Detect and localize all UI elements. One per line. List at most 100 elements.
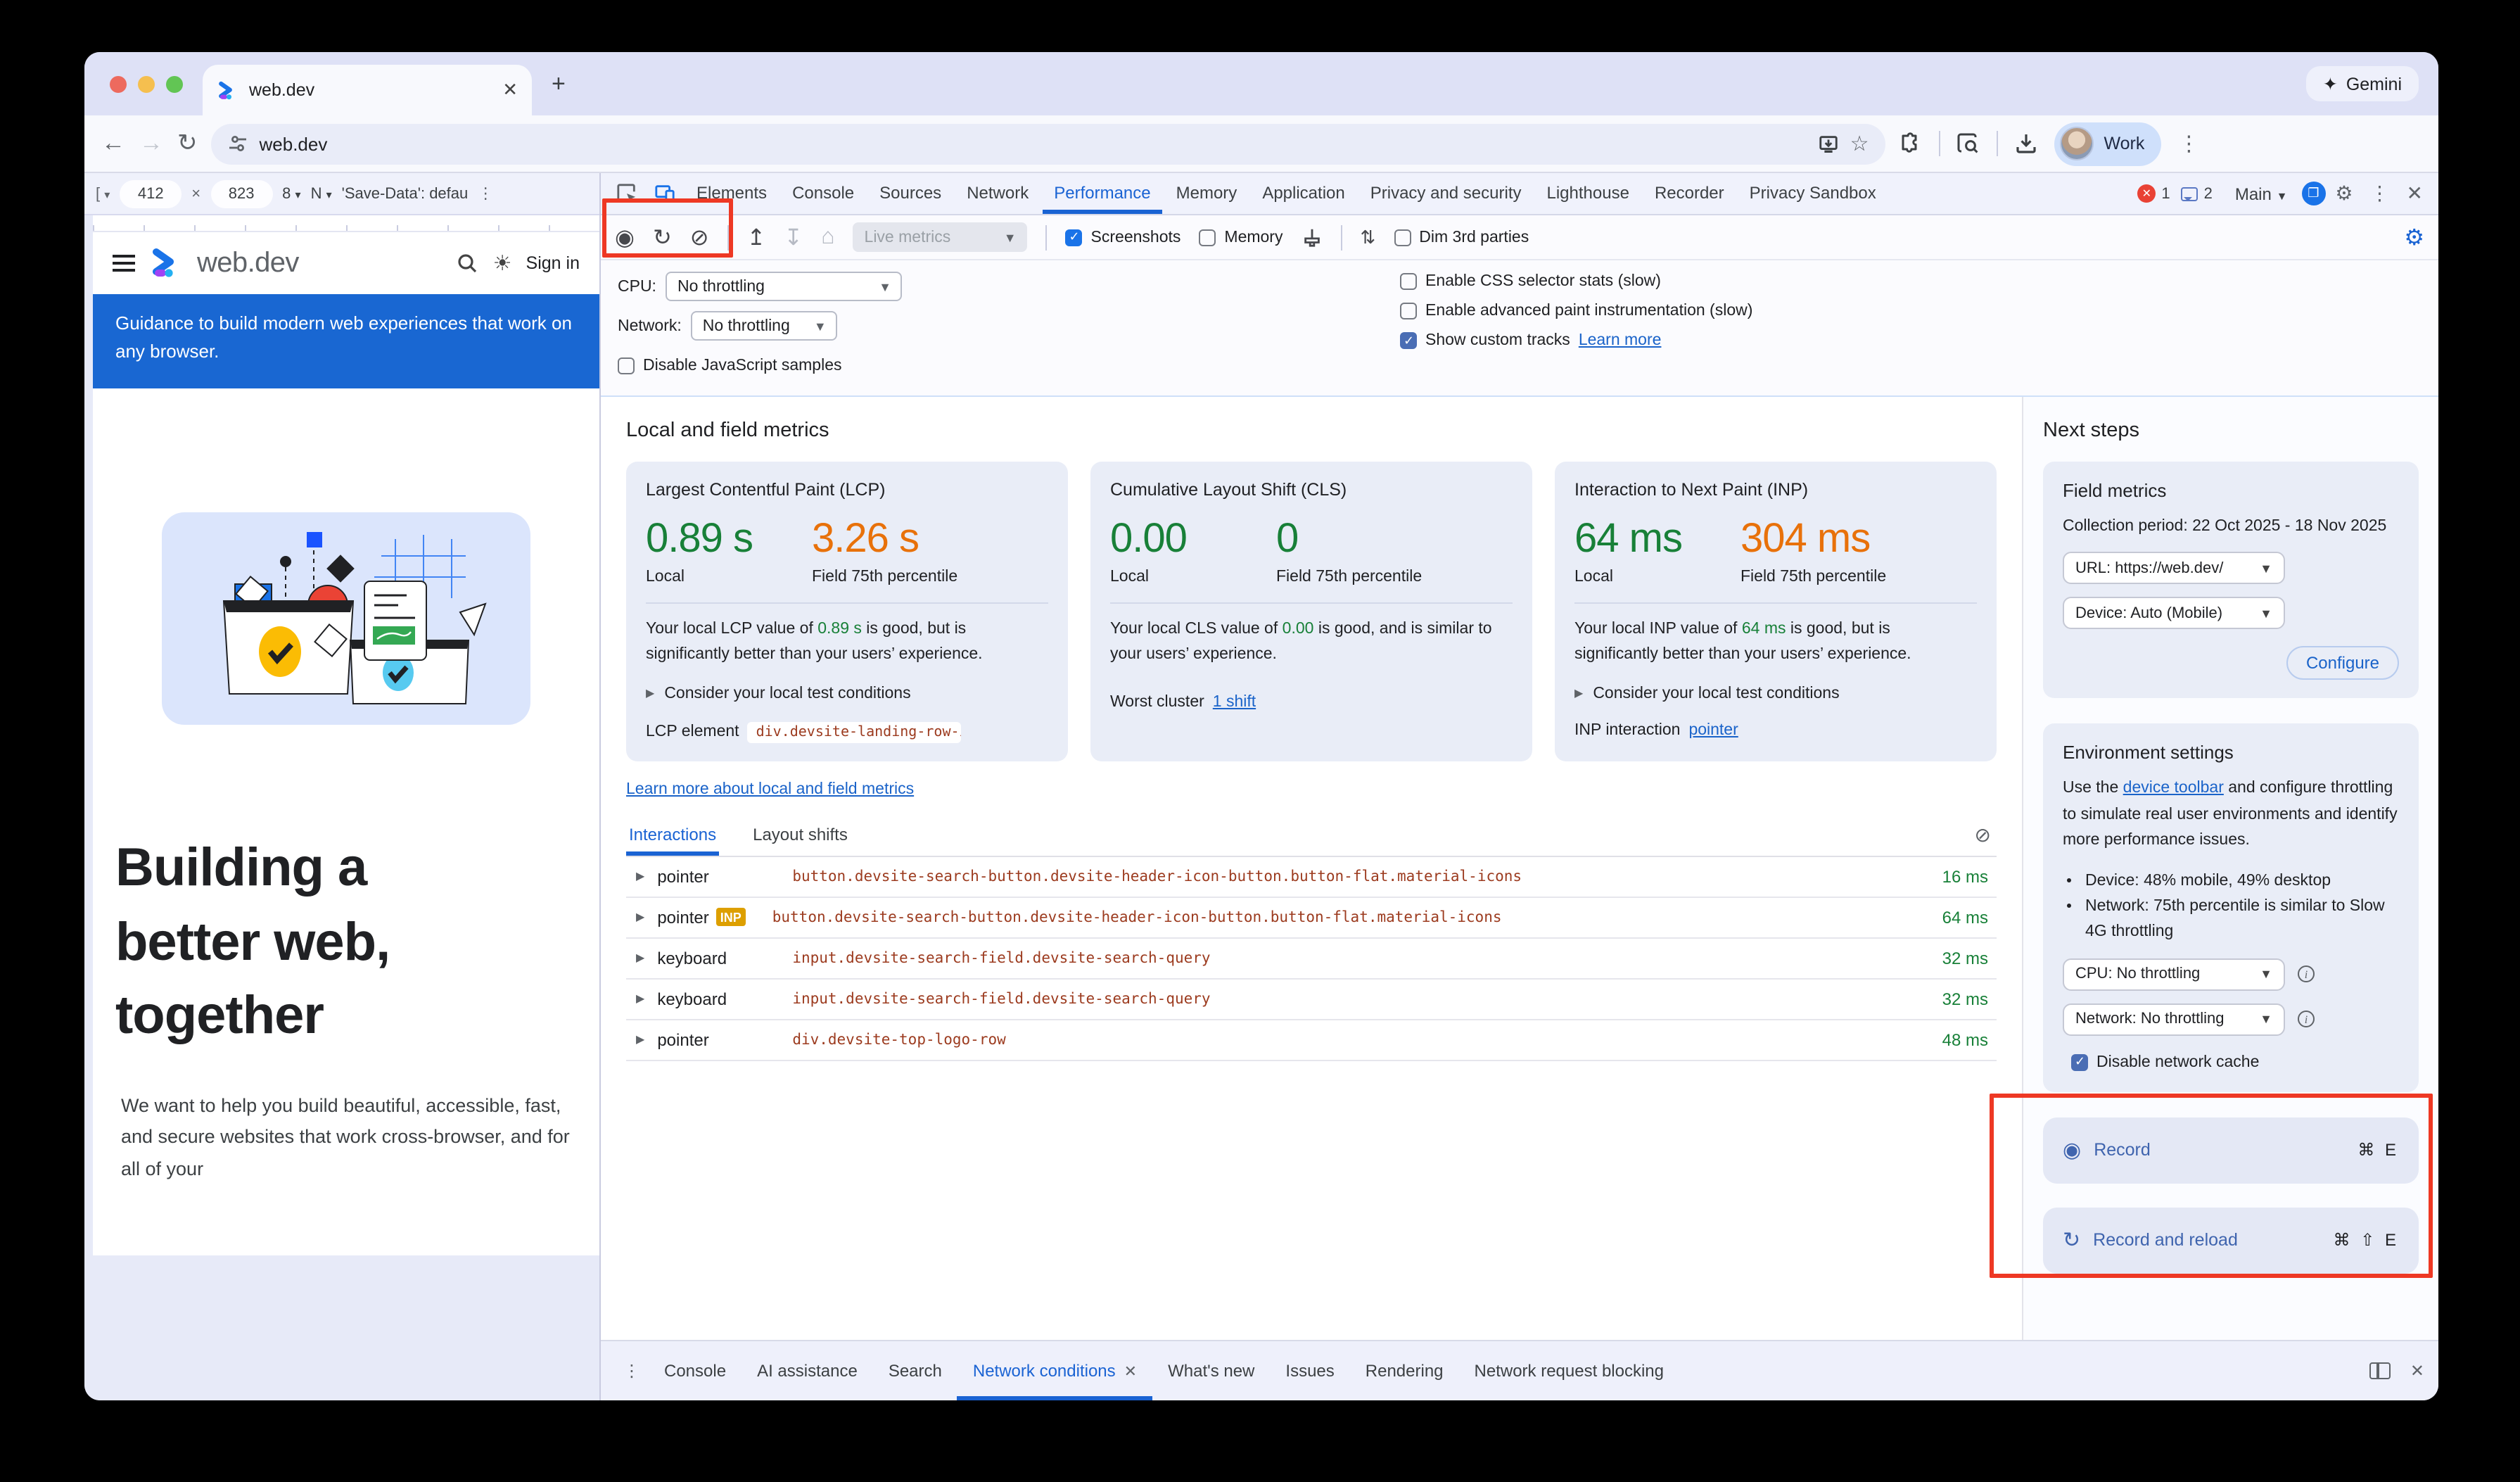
live-metrics-select[interactable]: Live metrics ▼ [853,222,1028,252]
dock-panel-icon[interactable] [2369,1362,2391,1379]
record-and-reload-button[interactable]: ↻ Record and reload ⌘ ⇧ E [2043,1207,2419,1274]
network-info-icon[interactable]: i [2298,1011,2315,1028]
load-profile-icon[interactable]: ↥ [746,226,766,250]
sign-in-link[interactable]: Sign in [526,253,580,273]
device-type-select[interactable]: [ ▾ [96,185,110,202]
devtools-tab-privacy-security[interactable]: Privacy and security [1370,183,1522,203]
minimize-window-button[interactable] [138,75,155,92]
viewport-width-input[interactable] [120,179,182,208]
lcp-consider-expander[interactable]: ▶ Consider your local test conditions [646,685,911,702]
interaction-row[interactable]: ▶ pointer INP button.devsite-search-butt… [626,897,1997,939]
devtools-close-icon[interactable]: ✕ [2406,182,2423,204]
install-page-icon[interactable] [1818,133,1839,154]
close-drawer-tab-icon[interactable]: ✕ [1124,1364,1138,1381]
record-reload-icon[interactable]: ↻ [652,226,672,250]
interaction-row[interactable]: ▶ pointer div.devsite-top-logo-row 48 ms [626,1020,1997,1061]
interaction-row[interactable]: ▶ keyboard input.devsite-search-field.de… [626,979,1997,1020]
profile-chip[interactable]: Work [2054,122,2162,165]
disable-js-samples-checkbox[interactable]: Disable JavaScript samples [618,357,842,374]
dim-3rd-parties-checkbox[interactable]: Dim 3rd parties [1394,229,1529,246]
error-badge-icon[interactable]: ✕ [2137,184,2156,203]
context-select[interactable]: Main ▼ [2234,184,2288,203]
extensions-puzzle-icon[interactable] [1900,132,1923,155]
devtools-tab-lighthouse[interactable]: Lighthouse [1546,183,1629,203]
address-bar[interactable]: web.dev ☆ [211,123,1886,164]
browser-menu-icon[interactable]: ⋮ [2178,132,2200,156]
gc-brush-icon[interactable] [1301,227,1322,248]
memory-checkbox[interactable]: Memory [1199,229,1283,246]
devtools-tab-sources[interactable]: Sources [879,183,942,203]
field-url-select[interactable]: URL: https://web.dev/▼ [2063,552,2285,585]
clear-icon[interactable]: ⊘ [689,226,709,250]
interactions-tab[interactable]: Interactions [626,814,719,855]
save-profile-icon[interactable]: ↧ [784,226,803,250]
error-count[interactable]: 1 [2161,185,2170,202]
devtools-tab-privacy-sandbox[interactable]: Privacy Sandbox [1749,183,1876,203]
downloads-icon[interactable] [2016,132,2038,155]
devtools-tab-memory[interactable]: Memory [1176,183,1237,203]
inp-consider-expander[interactable]: ▶ Consider your local test conditions [1574,685,1840,702]
search-tabs-icon[interactable] [1958,132,1980,155]
bookmark-star-icon[interactable]: ☆ [1850,132,1869,156]
drawer-tab-whats-new[interactable]: What's new [1168,1361,1255,1381]
devtools-tab-network[interactable]: Network [967,183,1029,203]
device-toolbar-menu-icon[interactable]: ⋮ [478,186,494,203]
panel-settings-gear-icon[interactable]: ⚙ [2404,226,2424,250]
lcp-element-chip[interactable]: div.devsite-landing-row-ite… [747,721,962,743]
sidebar-cpu-select[interactable]: CPU: No throttling ▼ [2063,958,2285,991]
url-text[interactable]: web.dev [259,133,328,154]
maximize-window-button[interactable] [166,75,183,92]
custom-tracks-checkbox[interactable]: Show custom tracks Learn more [1400,332,1752,349]
reload-icon[interactable]: ↻ [177,129,198,156]
devtools-tab-console[interactable]: Console [792,183,855,203]
close-tab-icon[interactable]: ✕ [502,79,518,100]
close-drawer-icon[interactable]: ✕ [2410,1361,2424,1381]
interaction-row[interactable]: ▶ pointer button.devsite-search-button.d… [626,856,1997,898]
advanced-paint-checkbox[interactable]: Enable advanced paint instrumentation (s… [1400,303,1752,319]
caret-right-icon[interactable]: ▶ [636,951,645,965]
cast-icon[interactable]: ❐ [2301,182,2326,205]
css-selector-stats-checkbox[interactable]: Enable CSS selector stats (slow) [1400,273,1752,290]
inp-interaction-link[interactable]: pointer [1688,721,1738,739]
learn-more-metrics-link[interactable]: Learn more about local and field metrics [626,780,915,798]
devtools-menu-icon[interactable]: ⋮ [2369,182,2390,204]
interaction-row[interactable]: ▶ keyboard input.devsite-search-field.de… [626,938,1997,980]
site-settings-icon[interactable] [229,134,248,153]
devtools-tab-performance[interactable]: Performance [1043,173,1162,214]
message-count[interactable]: 2 [2203,185,2213,202]
disable-network-cache-checkbox[interactable]: Disable network cache [2071,1053,2399,1071]
cls-worst-link[interactable]: 1 shift [1212,693,1256,711]
drawer-tab-network-request-blocking[interactable]: Network request blocking [1474,1361,1664,1381]
caret-right-icon[interactable]: ▶ [636,1033,645,1046]
cpu-info-icon[interactable]: i [2298,965,2315,983]
custom-tracks-learn-more-link[interactable]: Learn more [1578,332,1662,349]
new-tab-button[interactable]: + [552,70,566,96]
drawer-tab-ai-assistance[interactable]: AI assistance [757,1361,858,1381]
forward-icon[interactable]: → [139,129,163,156]
layout-shifts-tab[interactable]: Layout shifts [753,824,848,844]
site-brand[interactable]: web.dev [197,247,299,278]
record-button[interactable]: ◉ Record ⌘ E [2043,1117,2419,1184]
cpu-throttle-select[interactable]: No throttling ▼ [666,272,903,301]
device-toolbar-toggle-icon[interactable] [647,183,682,204]
theme-toggle-icon[interactable]: ☀ [492,252,512,276]
caret-right-icon[interactable]: ▶ [636,992,645,1006]
webdev-logo[interactable] [149,246,183,280]
site-banner[interactable]: Guidance to build modern web experiences… [93,294,599,389]
caret-right-icon[interactable]: ▶ [636,870,645,883]
caret-right-icon[interactable]: ▶ [636,911,645,924]
drawer-tab-issues[interactable]: Issues [1285,1361,1335,1381]
sidebar-network-select[interactable]: Network: No throttling ▼ [2063,1003,2285,1036]
close-window-button[interactable] [110,75,127,92]
site-search-icon[interactable] [457,252,479,274]
devtools-tab-application[interactable]: Application [1262,183,1345,203]
network-throttle-select[interactable]: No throttling ▼ [691,311,838,341]
message-bubble-icon[interactable] [2181,186,2198,201]
clear-log-icon[interactable]: ⊘ [1974,823,1991,846]
back-icon[interactable]: ← [101,129,125,156]
drawer-tab-search[interactable]: Search [888,1361,942,1381]
throttle-select[interactable]: N ▾ [310,185,332,202]
viewport-height-input[interactable] [210,179,273,208]
screenshots-checkbox[interactable]: Screenshots [1065,229,1181,246]
zoom-select[interactable]: 8 ▾ [282,185,301,202]
